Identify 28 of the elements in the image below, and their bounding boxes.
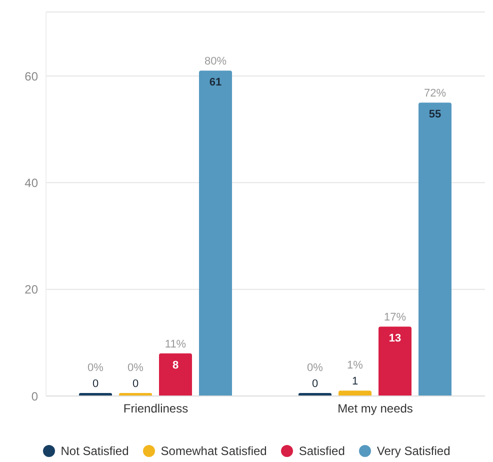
data-label: 0 <box>312 378 318 390</box>
legend-label: Not Satisfied <box>60 444 129 458</box>
data-label: 55 <box>428 108 442 121</box>
legend-label: Somewhat Satisfied <box>160 444 267 458</box>
data-label: 8 <box>172 359 179 372</box>
annotation: 1% <box>347 360 364 372</box>
y-tick-label: 60 <box>24 69 38 84</box>
y-tick-label: 0 <box>31 389 38 404</box>
x-tick-label: Friendliness <box>123 402 188 416</box>
annotation: 17% <box>384 312 406 324</box>
annotation: 0% <box>307 362 324 374</box>
legend-label: Satisfied <box>298 444 345 458</box>
y-tick-label: 20 <box>24 282 38 297</box>
x-tick-label: Met my needs <box>338 402 413 416</box>
data-label: 1 <box>352 376 358 388</box>
annotation: 80% <box>204 56 227 68</box>
data-label: 0 <box>92 378 99 390</box>
legend-label: Very Satisfied <box>376 444 450 458</box>
annotation: 72% <box>424 88 446 100</box>
bar <box>199 70 232 396</box>
bar <box>418 102 452 396</box>
data-label: 0 <box>132 378 139 390</box>
data-label: 13 <box>388 332 402 345</box>
annotation: 0% <box>128 362 144 374</box>
y-tick-label: 40 <box>24 176 38 190</box>
annotation: 0% <box>88 362 104 374</box>
annotation: 11% <box>164 338 186 350</box>
data-label: 61 <box>209 76 222 89</box>
